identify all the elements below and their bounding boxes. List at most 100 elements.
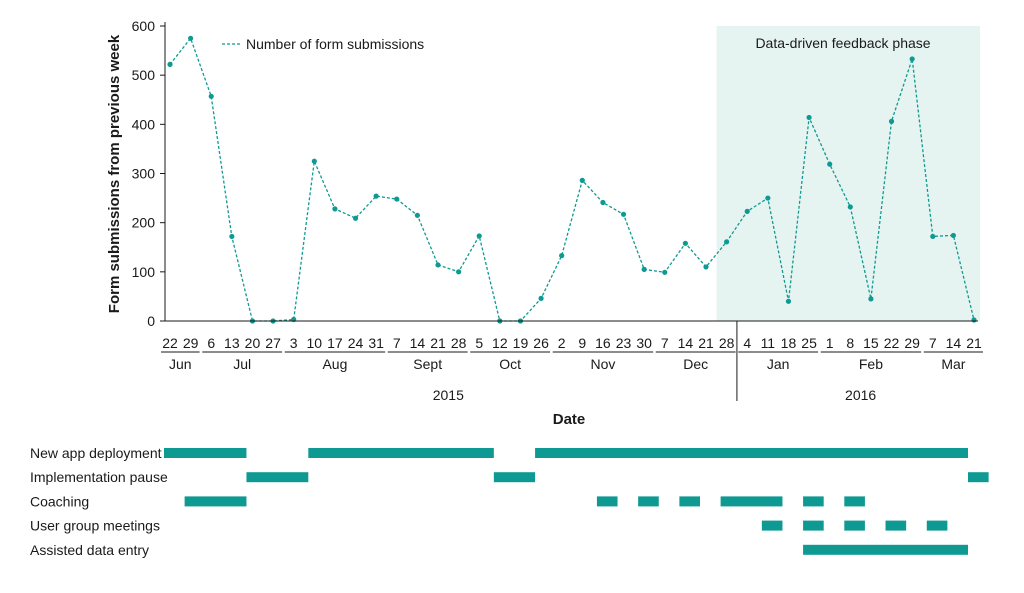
x-tick-label: 12: [492, 335, 508, 351]
x-tick-label: 7: [393, 335, 401, 351]
data-point: [930, 233, 936, 240]
month-label: Oct: [499, 356, 521, 372]
activity-bar: [720, 496, 783, 507]
x-tick-label: 13: [224, 335, 240, 351]
x-tick-label: 11: [761, 335, 776, 351]
phase-label: Data-driven feedback phase: [755, 35, 930, 51]
month-label: Jun: [169, 356, 192, 372]
data-point: [311, 158, 317, 164]
x-tick-label: 23: [616, 335, 632, 351]
x-tick-label: 19: [513, 335, 529, 351]
activity-bar: [184, 496, 247, 507]
x-tick-label: 3: [290, 335, 298, 351]
data-point: [765, 195, 771, 201]
y-tick-label: 300: [132, 166, 156, 182]
x-tick-label: 10: [307, 335, 323, 351]
activity-bar: [803, 520, 824, 531]
activity-bar: [493, 472, 536, 483]
year-label: 2016: [845, 387, 876, 403]
data-point: [806, 114, 812, 121]
y-tick-label: 400: [132, 116, 156, 132]
x-tick-label: 24: [348, 335, 364, 351]
data-point: [456, 269, 462, 275]
x-tick-label: 1: [826, 335, 834, 351]
x-tick-label: 28: [719, 335, 735, 351]
data-point: [909, 56, 915, 62]
x-tick-label: 2: [558, 335, 566, 351]
data-point: [373, 193, 379, 199]
activity-label: Coaching: [30, 493, 89, 509]
activity-bar: [596, 496, 618, 507]
month-label: Mar: [941, 356, 965, 372]
y-tick-label: 600: [132, 18, 156, 34]
activity-bar: [246, 472, 309, 483]
x-tick-label: 6: [207, 335, 215, 351]
data-point: [352, 215, 359, 221]
data-point: [620, 211, 627, 217]
x-tick-label: 14: [946, 335, 962, 351]
x-tick-label: 27: [265, 335, 281, 351]
x-tick-label: 5: [475, 335, 483, 351]
month-label: Jan: [767, 356, 790, 372]
data-point: [167, 61, 173, 67]
x-tick-label: 18: [781, 335, 797, 351]
y-tick-label: 200: [132, 215, 156, 231]
data-point: [827, 161, 833, 167]
x-tick-label: 22: [884, 335, 900, 351]
y-tick-label: 100: [132, 264, 156, 280]
x-tick-label: 22: [162, 335, 178, 351]
x-axis-label: Date: [553, 411, 586, 428]
activity-bar: [679, 496, 700, 507]
x-tick-label: 14: [410, 335, 426, 351]
year-label: 2015: [433, 387, 464, 403]
y-axis-label: Form submissions from previous week: [106, 34, 123, 313]
x-tick-label: 15: [863, 335, 879, 351]
legend: Number of form submissions: [222, 36, 424, 52]
month-label: Aug: [322, 356, 347, 372]
data-point: [229, 233, 235, 240]
data-point: [476, 233, 482, 239]
legend-label: Number of form submissions: [246, 36, 424, 52]
x-tick-label: 31: [368, 335, 384, 351]
x-tick-label: 4: [743, 335, 751, 351]
activity-bar: [535, 448, 968, 458]
x-tick-label: 8: [846, 335, 854, 351]
month-label: Jul: [233, 356, 251, 372]
activity-bar: [803, 544, 968, 555]
x-tick-label: 28: [451, 335, 467, 351]
month-label: Dec: [683, 356, 708, 372]
activity-label: Assisted data entry: [30, 542, 149, 558]
activity-bar: [885, 520, 907, 531]
activity-bar: [844, 520, 865, 531]
x-tick-label: 29: [183, 335, 199, 351]
data-point: [579, 177, 585, 183]
data-point: [744, 208, 750, 214]
x-tick-label: 25: [801, 335, 817, 351]
data-point: [847, 204, 853, 210]
x-tick-label: 21: [430, 335, 446, 351]
x-tick-label: 20: [245, 335, 261, 351]
y-tick-label: 0: [147, 313, 155, 329]
activity-bar: [761, 520, 783, 531]
y-tick-label: 500: [132, 67, 156, 83]
phase-band: [716, 26, 980, 321]
data-point: [785, 298, 792, 304]
data-point: [703, 264, 709, 270]
data-point: [682, 240, 688, 246]
activity-bar: [844, 496, 865, 507]
activity-bar: [926, 520, 948, 531]
data-point: [600, 199, 606, 206]
activity-bar: [803, 496, 824, 507]
x-tick-label: 21: [966, 335, 982, 351]
x-tick-label: 16: [595, 335, 611, 351]
x-tick-label: 30: [636, 335, 652, 351]
activity-label: User group meetings: [30, 518, 160, 534]
data-point: [538, 295, 544, 301]
activity-bar: [308, 448, 494, 458]
data-point: [332, 206, 338, 212]
data-point: [888, 118, 895, 124]
x-tick-label: 9: [578, 335, 586, 351]
month-label: Sept: [413, 356, 442, 372]
activity-bar: [638, 496, 659, 507]
activity-bar: [968, 472, 989, 483]
